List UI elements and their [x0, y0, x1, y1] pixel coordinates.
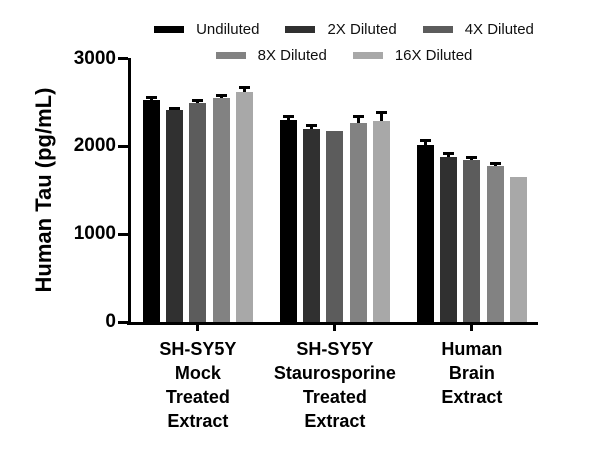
y-axis-title: Human Tau (pg/mL): [31, 87, 56, 293]
category-label: Human Brain Extract: [397, 337, 547, 409]
bar: [280, 119, 297, 322]
bar: [486, 165, 504, 322]
legend-item: Undiluted: [154, 21, 259, 38]
error-bar-cap: [215, 93, 227, 97]
category-label-line: SH-SY5Y: [296, 339, 374, 359]
bar: [372, 120, 390, 322]
error-bar-cap: [443, 152, 455, 156]
ytick-mark: [118, 57, 128, 60]
category-label-line: Mock: [174, 363, 221, 383]
ytick-label: 0: [105, 311, 116, 332]
ytick-mark: [118, 144, 128, 148]
bar: [326, 130, 344, 322]
bar: [166, 110, 184, 322]
xtick-mark: [196, 325, 200, 331]
bar: [189, 103, 207, 322]
ytick-label: 1000: [73, 223, 116, 245]
bar: [143, 99, 160, 322]
error-bar-stem: [310, 125, 314, 129]
legend-label: 8X Diluted: [257, 47, 327, 64]
category-label: SH-SY5Y Staurosporine Treated Extract: [260, 337, 410, 433]
error-bar-cap: [420, 139, 431, 143]
legend-item: 8X Diluted: [215, 47, 327, 64]
error-bar-cap: [238, 85, 250, 89]
y-axis-line: [128, 58, 131, 325]
error-bar-stem: [379, 112, 383, 121]
error-bar-stem: [287, 116, 290, 120]
error-bar-cap: [352, 114, 364, 118]
category-label-line: Extract: [167, 411, 229, 431]
ytick-mark: [118, 232, 128, 236]
error-bar-stem: [447, 153, 451, 157]
legend-label: 2X Diluted: [327, 21, 397, 38]
error-bar-cap: [192, 99, 204, 103]
category-label-line: Human: [441, 339, 503, 359]
category-label-line: Treated: [165, 387, 230, 407]
error-bar-cap: [169, 106, 181, 110]
ytick-label: 3000: [73, 47, 116, 69]
legend-label: 16X Diluted: [394, 47, 473, 64]
ytick-mark: [118, 320, 128, 324]
legend-item: 4X Diluted: [422, 21, 534, 38]
ytick-label: 2000: [73, 135, 116, 157]
error-bar-cap: [466, 156, 478, 160]
xtick-mark: [333, 325, 337, 331]
legend-label: 4X Diluted: [464, 21, 534, 38]
category-label-line: SH-SY5Y: [159, 339, 237, 359]
bar: [349, 123, 367, 322]
category-label: SH-SY5Y Mock Treated Extract: [123, 337, 273, 433]
bar: [440, 156, 458, 322]
legend-swatch-icon: [352, 52, 383, 59]
error-bar-stem: [424, 140, 427, 145]
legend-row: 8X Diluted 16X Diluted: [215, 47, 473, 64]
error-bar-cap: [375, 111, 387, 115]
bar: [212, 98, 230, 322]
bar: [417, 144, 434, 322]
error-bar-stem: [242, 87, 246, 92]
x-axis-line: [127, 322, 538, 325]
error-bar-cap: [146, 95, 157, 99]
category-label-line: Brain: [448, 363, 495, 383]
legend-item: 2X Diluted: [285, 21, 397, 38]
legend-item: 16X Diluted: [352, 47, 473, 64]
xtick-mark: [470, 325, 474, 331]
error-bar-stem: [356, 116, 360, 124]
legend-row: Undiluted 2X Diluted 4X Diluted: [154, 21, 534, 38]
legend: Undiluted 2X Diluted 4X Diluted 8X Diluted 1…: [94, 21, 594, 64]
error-bar-cap: [489, 161, 501, 165]
legend-swatch-icon: [154, 26, 185, 33]
legend-swatch-icon: [422, 26, 453, 33]
error-bar-cap: [306, 124, 318, 128]
category-label-line: Staurosporine: [273, 363, 396, 383]
bar: [463, 160, 481, 322]
bar: [303, 128, 321, 322]
bar: [235, 91, 253, 322]
legend-label: Undiluted: [196, 21, 260, 38]
legend-swatch-icon: [215, 52, 246, 59]
legend-swatch-icon: [285, 26, 316, 33]
error-bar-cap: [283, 114, 294, 118]
category-label-line: Extract: [304, 411, 366, 431]
bar: [509, 177, 527, 322]
category-label-line: Treated: [302, 387, 367, 407]
category-label-line: Extract: [441, 387, 503, 407]
